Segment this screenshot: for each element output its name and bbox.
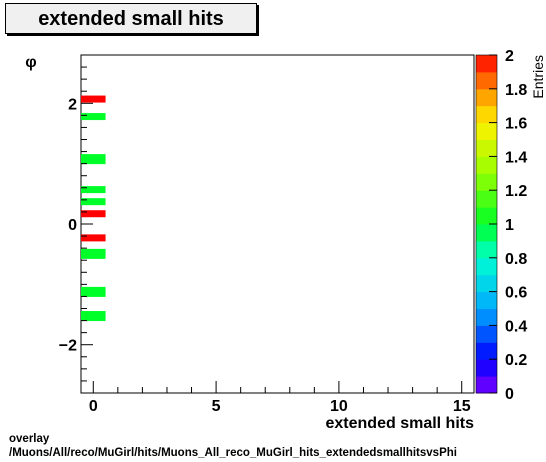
colorbar-band <box>476 257 497 276</box>
x-tick-label: 0 <box>89 398 98 415</box>
y-axis-title: φ <box>25 54 36 71</box>
colorbar-tick-label: 1.6 <box>505 116 527 133</box>
colorbar-band <box>476 105 497 124</box>
colorbar-band <box>476 325 497 343</box>
colorbar-band <box>476 55 497 73</box>
colorbar-tick-label: 0.6 <box>505 285 527 302</box>
x-tick-label: 10 <box>330 398 348 415</box>
colorbar-band <box>476 190 497 208</box>
colorbar-tick-label: 0.4 <box>505 318 527 335</box>
y-tick-label: 2 <box>68 96 77 113</box>
heatmap-cell <box>81 113 106 121</box>
y-tick-label: −2 <box>59 338 77 355</box>
colorbar-band <box>476 376 497 394</box>
colorbar-band <box>476 291 497 309</box>
colorbar-tick-label: 1 <box>505 217 514 234</box>
heatmap-cell <box>81 251 106 259</box>
footer: overlay /Muons/All/reco/MuGirl/hits/Muon… <box>9 432 457 460</box>
plot-frame <box>80 54 475 394</box>
colorbar-tick-label: 0 <box>505 386 514 403</box>
heatmap-cell <box>81 234 106 242</box>
heatmap-cell <box>81 186 106 194</box>
x-tick-label: 15 <box>453 398 471 415</box>
heatmap-cell <box>81 210 106 218</box>
colorbar-tick-label: 1.8 <box>505 82 527 99</box>
colorbar-band <box>476 88 497 107</box>
colorbar-band <box>476 240 497 259</box>
colorbar-band <box>476 359 497 377</box>
chart-title: extended small hits <box>38 8 224 30</box>
heatmap-cell <box>81 95 106 103</box>
colorbar-tick-label: 0.8 <box>505 251 527 268</box>
colorbar-tick-label: 0.2 <box>505 352 527 369</box>
colorbar-band <box>476 224 497 242</box>
x-tick-label: 5 <box>212 398 221 415</box>
colorbar-tick-label: 1.2 <box>505 183 527 200</box>
x-axis-title: extended small hits <box>326 415 475 432</box>
colorbar-band <box>476 156 497 174</box>
colorbar-title: Entries <box>530 55 546 99</box>
colorbar-band <box>476 274 497 293</box>
title-box: extended small hits <box>5 3 257 34</box>
colorbar-tick-label: 1.4 <box>505 149 527 166</box>
colorbar-tick-label: 2 <box>505 48 514 65</box>
heatmap-cell <box>81 289 106 297</box>
colorbar-band <box>476 173 497 191</box>
colorbar-band <box>476 207 497 225</box>
y-tick-label: 0 <box>68 217 77 234</box>
colorbar-band <box>476 122 497 140</box>
heatmap-cell <box>81 314 106 322</box>
heatmap-cell <box>81 198 106 206</box>
heatmap-cell <box>81 157 106 165</box>
footer-line-2: /Muons/All/reco/MuGirl/hits/Muons_All_re… <box>9 447 457 459</box>
colorbar-band <box>476 71 497 90</box>
footer-line-1: overlay <box>9 433 50 445</box>
colorbar-band <box>476 342 497 360</box>
colorbar-band <box>476 139 497 157</box>
colorbar-band <box>476 308 497 326</box>
